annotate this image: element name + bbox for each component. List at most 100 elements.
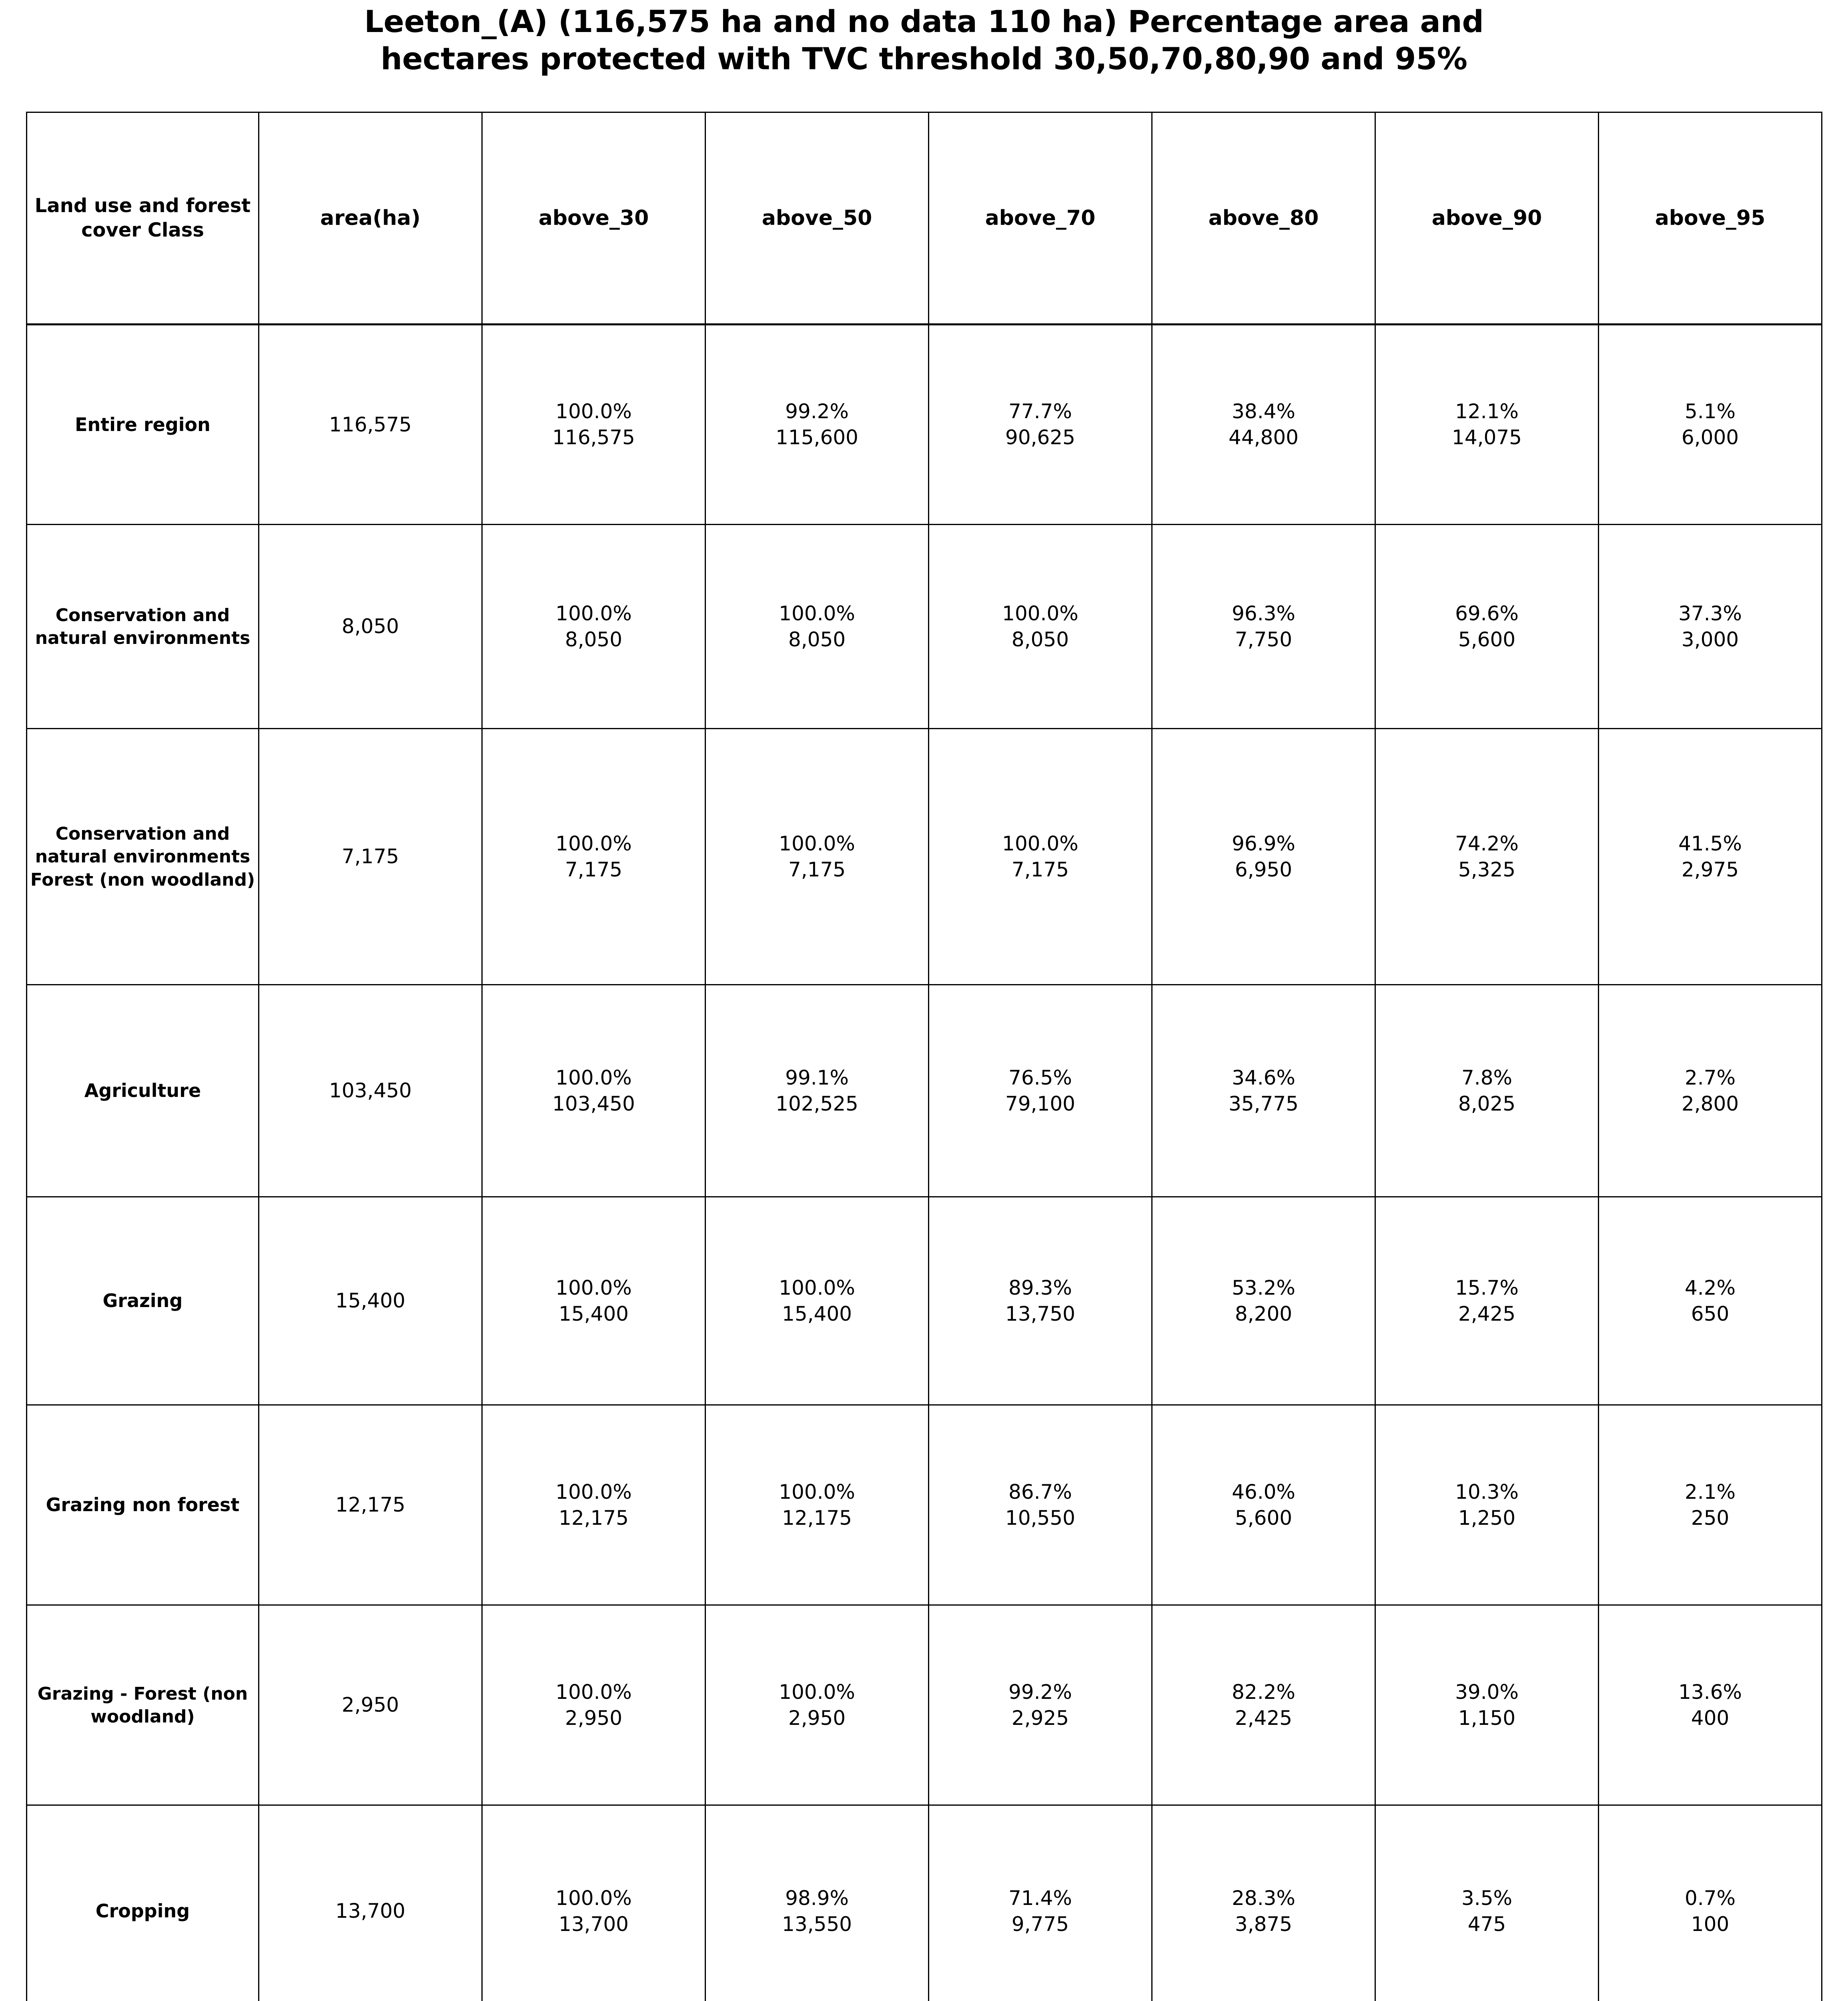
ha-value: 15,400	[559, 1302, 629, 1325]
pct-value: 100.0%	[555, 1276, 632, 1299]
row-label: Agriculture	[26, 984, 259, 1198]
row-label: Conservation and natural environments	[26, 524, 259, 730]
table-body: Entire region 116,575 100.0% 116,575 99.…	[26, 324, 1822, 2001]
cell-above-70: 71.4% 9,775	[928, 1805, 1152, 2001]
column-header-above-30: above_30	[481, 112, 706, 326]
cell-area: 116,575	[258, 324, 483, 525]
ha-value: 400	[1691, 1706, 1730, 1730]
ha-value: 250	[1691, 1506, 1730, 1530]
ha-value: 5,325	[1458, 858, 1516, 881]
page-title: Leeton_(A) (116,575 ha and no data 110 h…	[0, 0, 1848, 77]
cell-above-70: 100.0% 8,050	[928, 524, 1152, 730]
pct-value: 4.2%	[1684, 1276, 1736, 1299]
cell-area: 8,050	[258, 524, 483, 730]
row-label: Conservation and natural environments Fo…	[26, 728, 259, 986]
table-row: Cropping 13,700 100.0% 13,700 98.9% 13,5…	[26, 1805, 1822, 2001]
cell-above-80: 46.0% 5,600	[1151, 1405, 1376, 1606]
pct-value: 12.1%	[1455, 400, 1519, 423]
row-label: Grazing - Forest (non woodland)	[26, 1605, 259, 1806]
ha-value: 79,100	[1005, 1092, 1075, 1115]
cell-above-95: 0.7% 100	[1598, 1805, 1822, 2001]
ha-value: 13,750	[1005, 1302, 1075, 1325]
cell-above-70: 77.7% 90,625	[928, 324, 1152, 525]
ha-value: 102,525	[776, 1092, 858, 1115]
column-header-above-90: above_90	[1375, 112, 1599, 326]
ha-value: 5,600	[1458, 628, 1516, 651]
ha-value: 35,775	[1229, 1092, 1299, 1115]
ha-value: 2,425	[1235, 1706, 1293, 1730]
tvc-threshold-table: Land use and forest cover Class area(ha)…	[26, 112, 1822, 2001]
pct-value: 74.2%	[1455, 832, 1519, 855]
cell-above-80: 82.2% 2,425	[1151, 1605, 1376, 1806]
ha-value: 5,600	[1235, 1506, 1293, 1530]
pct-value: 77.7%	[1008, 400, 1072, 423]
cell-above-90: 7.8% 8,025	[1375, 984, 1599, 1198]
pct-value: 100.0%	[779, 1680, 855, 1704]
pct-value: 99.1%	[785, 1066, 849, 1089]
cell-above-80: 38.4% 44,800	[1151, 324, 1376, 525]
ha-value: 2,425	[1458, 1302, 1516, 1325]
ha-value: 6,950	[1235, 858, 1293, 881]
cell-area: 15,400	[258, 1197, 483, 1406]
pct-value: 86.7%	[1008, 1480, 1072, 1504]
cell-area: 103,450	[258, 984, 483, 1198]
column-header-above-70: above_70	[928, 112, 1152, 326]
table-row: Entire region 116,575 100.0% 116,575 99.…	[26, 324, 1822, 525]
ha-value: 2,950	[565, 1706, 623, 1730]
ha-value: 650	[1691, 1302, 1730, 1325]
cell-area: 12,175	[258, 1405, 483, 1606]
pct-value: 34.6%	[1232, 1066, 1295, 1089]
cell-above-30: 100.0% 8,050	[481, 524, 706, 730]
title-line-2: hectares protected with TVC threshold 30…	[381, 40, 1467, 76]
pct-value: 53.2%	[1232, 1276, 1295, 1299]
cell-above-30: 100.0% 12,175	[481, 1405, 706, 1606]
row-label: Cropping	[26, 1805, 259, 2001]
cell-above-95: 2.1% 250	[1598, 1405, 1822, 1606]
cell-above-95: 41.5% 2,975	[1598, 728, 1822, 986]
pct-value: 15.7%	[1455, 1276, 1519, 1299]
pct-value: 39.0%	[1455, 1680, 1519, 1704]
ha-value: 6,000	[1681, 426, 1739, 449]
ha-value: 15,400	[782, 1302, 852, 1325]
column-header-class: Land use and forest cover Class	[26, 112, 259, 326]
pct-value: 100.0%	[555, 1886, 632, 1910]
pct-value: 46.0%	[1232, 1480, 1295, 1504]
pct-value: 100.0%	[555, 832, 632, 855]
cell-above-80: 53.2% 8,200	[1151, 1197, 1376, 1406]
pct-value: 100.0%	[555, 400, 632, 423]
title-line-1: Leeton_(A) (116,575 ha and no data 110 h…	[364, 4, 1484, 39]
pct-value: 0.7%	[1684, 1886, 1736, 1910]
pct-value: 13.6%	[1678, 1680, 1742, 1704]
ha-value: 7,175	[1011, 858, 1069, 881]
ha-value: 2,975	[1681, 858, 1739, 881]
cell-above-70: 89.3% 13,750	[928, 1197, 1152, 1406]
pct-value: 2.7%	[1684, 1066, 1736, 1089]
table-header: Land use and forest cover Class area(ha)…	[26, 112, 1822, 326]
cell-above-50: 100.0% 7,175	[705, 728, 929, 986]
cell-above-95: 37.3% 3,000	[1598, 524, 1822, 730]
pct-value: 100.0%	[1002, 832, 1078, 855]
pct-value: 100.0%	[555, 1066, 632, 1089]
ha-value: 90,625	[1005, 426, 1075, 449]
pct-value: 99.2%	[1008, 1680, 1072, 1704]
cell-above-80: 28.3% 3,875	[1151, 1805, 1376, 2001]
ha-value: 9,775	[1011, 1912, 1069, 1936]
pct-value: 41.5%	[1678, 832, 1742, 855]
pct-value: 38.4%	[1232, 400, 1295, 423]
cell-above-95: 2.7% 2,800	[1598, 984, 1822, 1198]
pct-value: 100.0%	[555, 1480, 632, 1504]
cell-above-30: 100.0% 2,950	[481, 1605, 706, 1806]
column-header-area: area(ha)	[258, 112, 483, 326]
ha-value: 103,450	[552, 1092, 635, 1115]
cell-above-50: 98.9% 13,550	[705, 1805, 929, 2001]
cell-above-50: 100.0% 2,950	[705, 1605, 929, 1806]
ha-value: 1,250	[1458, 1506, 1516, 1530]
cell-above-70: 76.5% 79,100	[928, 984, 1152, 1198]
table-row: Grazing non forest 12,175 100.0% 12,175 …	[26, 1405, 1822, 1606]
cell-above-70: 86.7% 10,550	[928, 1405, 1152, 1606]
cell-above-70: 99.2% 2,925	[928, 1605, 1152, 1806]
cell-above-90: 10.3% 1,250	[1375, 1405, 1599, 1606]
row-label: Entire region	[26, 324, 259, 525]
ha-value: 2,925	[1011, 1706, 1069, 1730]
ha-value: 7,175	[788, 858, 846, 881]
